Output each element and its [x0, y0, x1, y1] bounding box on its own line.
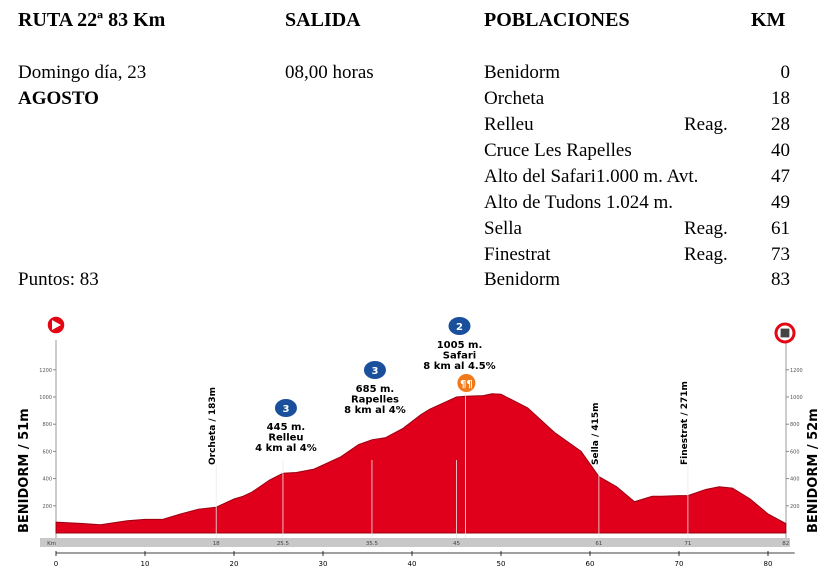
feed-zone-glyph: ¶¶: [460, 379, 473, 390]
climb-label-line: 1005 m.: [437, 340, 483, 351]
town-label: Finestrat / 271m: [680, 381, 690, 465]
strip-label: 18: [213, 541, 220, 547]
x-tick-label: 50: [497, 560, 506, 568]
start-town-label: BENIDORM / 51m: [17, 408, 32, 533]
town-name: Alto de Tudons 1.024 m.: [484, 192, 673, 213]
town-name: Finestrat: [484, 244, 551, 265]
town-name: Alto del Safari1.000 m. Avt.: [484, 166, 699, 187]
town-row: Finestrat Reag. 73: [484, 244, 790, 270]
town-note: Reag.: [684, 244, 728, 265]
town-label: Orcheta / 183m: [208, 387, 218, 465]
town-row: Benidorm 83: [484, 269, 790, 295]
y-tick-label-right: 200: [790, 504, 800, 510]
km-header: KM: [751, 9, 786, 31]
town-row: Orcheta 18: [484, 88, 790, 114]
y-tick-label-left: 400: [42, 477, 52, 483]
feed-zone-icon: [457, 374, 476, 392]
strip-label: 71: [684, 541, 691, 547]
climb-category-badge-icon: [448, 317, 471, 335]
x-tick-label: 60: [586, 560, 595, 568]
town-km: 0: [780, 62, 791, 83]
town-km: 83: [771, 269, 790, 290]
town-name: Sella: [484, 218, 522, 239]
town-row: Cruce Les Rapelles 40: [484, 140, 790, 166]
y-tick-label-right: 600: [790, 449, 800, 455]
x-tick-label: 20: [230, 560, 239, 568]
salida-header: SALIDA: [285, 9, 361, 31]
climb-label-line: 8 km al 4%: [344, 405, 406, 416]
km-strip: [40, 538, 790, 547]
y-tick-label-right: 400: [790, 477, 800, 483]
town-km: 18: [771, 88, 790, 109]
climb-label-line: Rapelles: [351, 395, 399, 406]
climb-label-line: Safari: [443, 351, 476, 362]
y-tick-label-right: 1000: [790, 395, 803, 401]
strip-label: 82: [782, 541, 789, 547]
finish-flag-icon: [780, 328, 790, 338]
town-note: Reag.: [684, 218, 728, 239]
finish-checker-icon: [781, 329, 785, 333]
town-row: Benidorm 0: [484, 62, 790, 88]
climb-label-line: 8 km al 4.5%: [423, 361, 495, 372]
poblaciones-header: POBLACIONES: [484, 9, 630, 31]
climb-label-line: 4 km al 4%: [255, 443, 317, 454]
climb-label-line: Relleu: [268, 433, 303, 444]
finish-checker-icon: [785, 333, 789, 337]
y-tick-label-left: 600: [42, 449, 52, 455]
town-row: Alto del Safari1.000 m. Avt. 47: [484, 166, 790, 192]
y-tick-label-left: 1200: [39, 368, 52, 374]
points: Puntos: 83: [18, 269, 99, 290]
race-date: Domingo día, 23: [18, 62, 147, 83]
town-name: Cruce Les Rapelles: [484, 140, 632, 161]
strip-label: 35.5: [366, 541, 379, 547]
x-tick-label: 40: [408, 560, 417, 568]
climb-category-badge-icon: [363, 361, 386, 379]
town-row: Alto de Tudons 1.024 m. 49: [484, 192, 790, 218]
finish-checker-icon: [781, 333, 785, 337]
y-tick-label-left: 200: [42, 504, 52, 510]
strip-label: 45: [453, 541, 460, 547]
town-label: Sella / 415m: [591, 402, 601, 465]
climb-category-text: 3: [282, 404, 289, 415]
town-row: Relleu Reag. 28: [484, 114, 790, 140]
town-km: 49: [771, 192, 790, 213]
town-name: Orcheta: [484, 88, 545, 109]
x-tick-label: 80: [764, 560, 773, 568]
race-month: AGOSTO: [18, 88, 99, 109]
x-tick-label: 70: [675, 560, 684, 568]
climb-category-text: 3: [371, 366, 378, 377]
finish-town-label: BENIDORM / 52m: [806, 408, 821, 533]
y-tick-label-left: 800: [42, 422, 52, 428]
x-tick-label: 0: [54, 560, 58, 568]
x-tick-label: 30: [319, 560, 328, 568]
town-km: 28: [771, 114, 790, 135]
start-time: 08,00 horas: [285, 62, 374, 83]
y-tick-label-right: 1200: [790, 368, 803, 374]
y-tick-label-right: 800: [790, 422, 800, 428]
y-tick-label-left: 1000: [39, 395, 52, 401]
climb-category-badge-icon: [274, 399, 297, 417]
town-km: 47: [771, 166, 790, 187]
strip-label: Km: [47, 541, 56, 547]
x-tick-label: 10: [141, 560, 150, 568]
finish-checker-icon: [785, 329, 789, 333]
climb-label-line: 445 m.: [267, 422, 306, 433]
town-km: 40: [771, 140, 790, 161]
town-km: 73: [771, 244, 790, 265]
climb-category-text: 2: [456, 322, 463, 333]
strip-label: 25.5: [277, 541, 290, 547]
town-row: Sella Reag. 61: [484, 218, 790, 244]
climb-label-line: 685 m.: [356, 384, 395, 395]
town-name: Benidorm: [484, 269, 560, 290]
town-note: Reag.: [684, 114, 728, 135]
route-title: RUTA 22ª 83 Km: [18, 9, 166, 31]
town-name: Benidorm: [484, 62, 560, 83]
start-arrow-icon: [52, 320, 61, 330]
strip-label: 61: [595, 541, 602, 547]
profile-area: [55, 393, 787, 534]
town-name: Relleu: [484, 114, 534, 135]
town-km: 61: [771, 218, 790, 239]
